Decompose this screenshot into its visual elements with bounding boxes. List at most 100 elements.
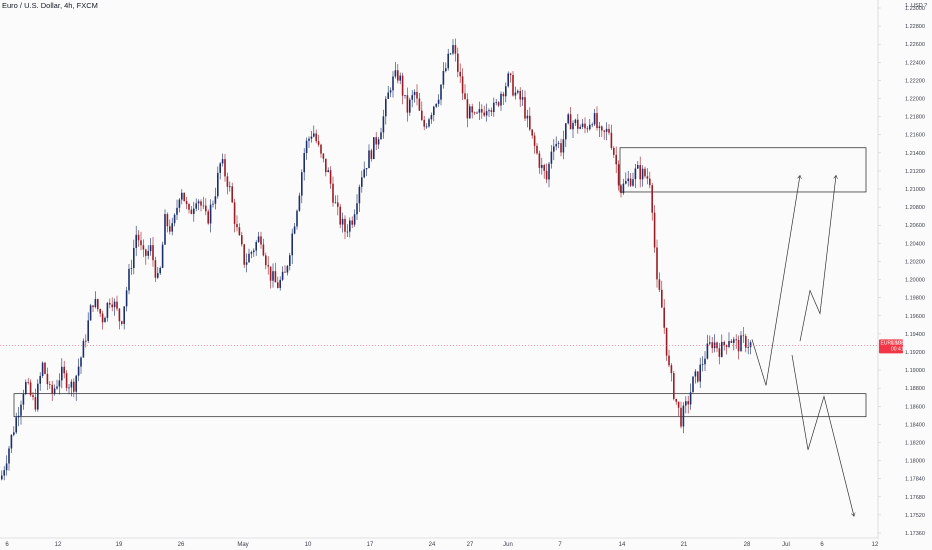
candle-body	[404, 95, 406, 96]
candle-body	[15, 417, 17, 433]
candle-body	[401, 75, 404, 96]
candle-body	[113, 301, 116, 308]
candle-body	[697, 371, 699, 382]
candle-body	[305, 140, 308, 154]
candle-body	[538, 153, 541, 168]
candle-body	[495, 102, 497, 104]
candle-body	[502, 93, 505, 97]
candle-body	[130, 268, 133, 269]
candle-body	[320, 144, 322, 154]
candle-body	[269, 266, 272, 281]
candle-body	[243, 244, 245, 265]
candle-body	[687, 401, 689, 405]
candle-body	[649, 178, 651, 186]
candle-body	[70, 381, 73, 388]
candle-body	[577, 119, 579, 129]
support-zone	[13, 393, 867, 418]
candle-body	[613, 147, 615, 155]
candle-body	[322, 153, 325, 159]
current-price-tag-background	[879, 339, 903, 354]
candle-body	[171, 223, 173, 232]
candle-body	[137, 234, 140, 241]
time-tick-label: May	[237, 542, 248, 548]
candle-body	[37, 383, 39, 410]
candle-body	[97, 299, 99, 310]
candle-body	[615, 154, 617, 165]
candle-body	[569, 114, 572, 130]
chart-title: Euro / U.S. Dollar, 4h, FXCM	[2, 1, 98, 10]
time-tick-label: 21	[681, 542, 688, 548]
candle-body	[135, 234, 137, 248]
candle-body	[5, 463, 8, 471]
price-tick-label: 1.19400	[905, 332, 925, 338]
candle-body	[75, 375, 77, 392]
candle-body	[25, 382, 27, 394]
time-tick-label: Jun	[503, 542, 513, 548]
candle-body	[704, 358, 706, 365]
price-tick-label: 1.17360	[905, 531, 925, 537]
candle-body	[315, 133, 317, 142]
candle-body	[85, 340, 87, 342]
candle-body	[41, 362, 44, 376]
candle-body	[346, 231, 349, 233]
candle-body	[46, 373, 49, 385]
candle-body	[562, 139, 565, 153]
price-tick-label: 1.18800	[905, 386, 925, 392]
candle-body	[154, 260, 157, 278]
candle-body	[22, 393, 25, 405]
candle-body	[560, 143, 562, 153]
time-tick-label: 6	[5, 542, 9, 548]
candle-body	[579, 126, 581, 129]
candle-body	[166, 214, 169, 227]
price-tick-label: 1.18400	[905, 422, 925, 428]
candle-body	[245, 262, 248, 265]
candle-body	[593, 113, 596, 125]
candle-body	[181, 192, 183, 200]
candle-body	[692, 376, 694, 393]
candle-body	[639, 165, 641, 180]
candle-body	[219, 163, 221, 173]
time-axis[interactable]	[0, 538, 878, 550]
candle-body	[543, 165, 545, 171]
candle-body	[682, 405, 685, 427]
candle-body	[675, 398, 677, 402]
candle-body	[109, 302, 111, 305]
candle-body	[197, 201, 200, 204]
candle-body	[737, 339, 740, 352]
candle-body	[291, 233, 293, 256]
candle-body	[745, 336, 747, 348]
time-tick-label: 14	[619, 542, 626, 548]
candle-body	[116, 301, 118, 309]
candle-body	[106, 302, 109, 318]
candle-body	[481, 109, 483, 113]
time-tick-label: 19	[116, 542, 123, 548]
price-unit-label: 1. USD ?	[905, 3, 927, 9]
candle-body	[406, 95, 409, 113]
price-tick-label: 1.22800	[905, 24, 925, 30]
price-tick-label: 1.20600	[905, 223, 925, 229]
candle-body	[209, 204, 212, 224]
candle-body	[735, 339, 737, 341]
candle-body	[382, 116, 385, 133]
candle-body	[725, 345, 728, 347]
candle-body	[572, 123, 574, 130]
candle-body	[548, 163, 550, 180]
time-tick-label: 26	[178, 542, 185, 548]
candle-body	[82, 340, 85, 358]
candle-body	[646, 176, 649, 179]
candle-body	[44, 362, 46, 374]
price-tick-label: 1.19200	[905, 350, 925, 356]
price-axis[interactable]	[878, 0, 932, 550]
candle-body	[334, 202, 337, 204]
candle-body	[212, 203, 214, 205]
candle-body	[668, 355, 670, 366]
candle-body	[32, 395, 34, 397]
candle-body	[500, 93, 502, 106]
bullish-projection-a	[751, 175, 800, 386]
candle-body	[370, 150, 373, 159]
candle-body	[634, 168, 637, 180]
candle-body	[505, 86, 507, 97]
candle-body	[656, 247, 658, 280]
